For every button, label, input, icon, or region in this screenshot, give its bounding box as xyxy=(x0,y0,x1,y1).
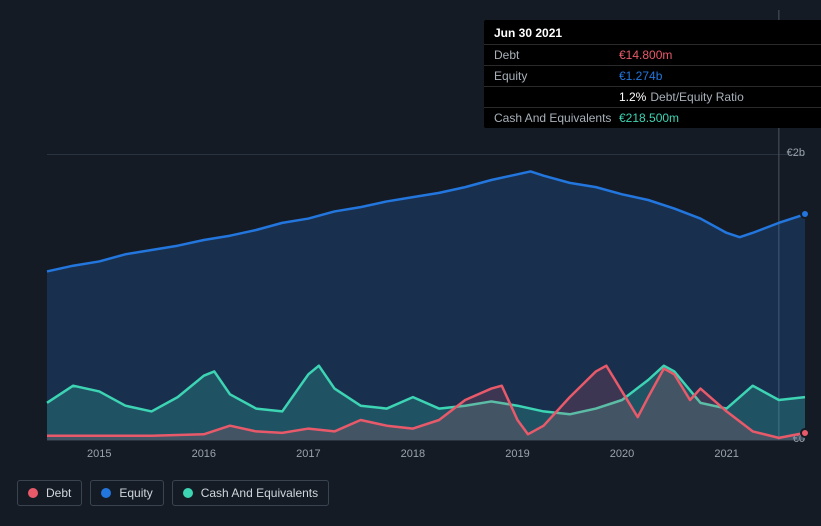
chart-tooltip: Jun 30 2021 Debt€14.800mEquity€1.274b1.2… xyxy=(484,20,821,128)
tooltip-row: 1.2% Debt/Equity Ratio xyxy=(484,86,821,107)
x-axis-label: 2016 xyxy=(192,448,216,460)
debt-equity-chart[interactable]: Jun 30 2021 Debt€14.800mEquity€1.274b1.2… xyxy=(17,0,805,512)
legend-item[interactable]: Debt xyxy=(17,480,82,506)
tooltip-row-value: €218.500m xyxy=(619,111,679,125)
x-axis-label: 2020 xyxy=(610,448,634,460)
legend-dot-icon xyxy=(101,488,111,498)
chart-legend: Debt Equity Cash And Equivalents xyxy=(17,480,329,506)
legend-item[interactable]: Cash And Equivalents xyxy=(172,480,329,506)
x-axis-label: 2018 xyxy=(401,448,425,460)
legend-item[interactable]: Equity xyxy=(90,480,163,506)
tooltip-row-label: Cash And Equivalents xyxy=(494,111,619,125)
legend-dot-icon xyxy=(28,488,38,498)
legend-label: Equity xyxy=(119,486,152,500)
tooltip-row-value: 1.2% xyxy=(619,90,646,104)
tooltip-date: Jun 30 2021 xyxy=(484,20,821,44)
tooltip-row-label xyxy=(494,90,619,104)
x-axis-label: 2019 xyxy=(505,448,529,460)
tooltip-row-label: Equity xyxy=(494,69,619,83)
tooltip-row: Debt€14.800m xyxy=(484,44,821,65)
tooltip-row-value: €1.274b xyxy=(619,69,662,83)
tooltip-row: Cash And Equivalents€218.500m xyxy=(484,107,821,128)
x-axis-label: 2021 xyxy=(714,448,738,460)
series-end-marker xyxy=(800,209,810,219)
tooltip-row-suffix: Debt/Equity Ratio xyxy=(650,90,743,104)
tooltip-row-label: Debt xyxy=(494,48,619,62)
tooltip-row-value: €14.800m xyxy=(619,48,672,62)
series-end-marker xyxy=(800,428,810,438)
x-axis-label: 2017 xyxy=(296,448,320,460)
legend-label: Debt xyxy=(46,486,71,500)
legend-dot-icon xyxy=(183,488,193,498)
tooltip-row: Equity€1.274b xyxy=(484,65,821,86)
x-axis-label: 2015 xyxy=(87,448,111,460)
legend-label: Cash And Equivalents xyxy=(201,486,318,500)
